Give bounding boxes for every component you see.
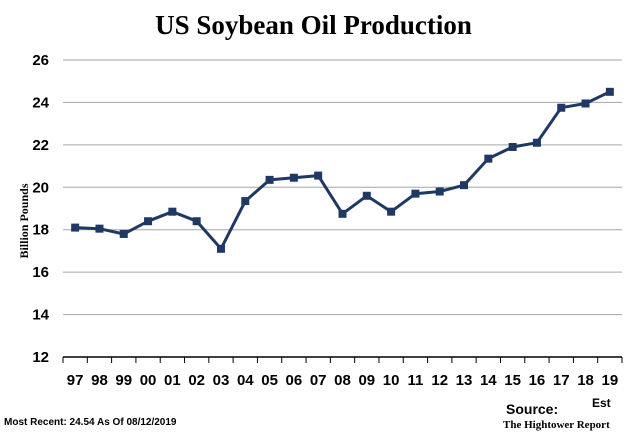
y-tick-label: 24 bbox=[32, 94, 49, 111]
data-point bbox=[95, 224, 104, 233]
data-point bbox=[216, 244, 225, 253]
data-point bbox=[338, 209, 347, 218]
x-tick-label: 04 bbox=[237, 372, 254, 389]
gridlines bbox=[63, 59, 622, 316]
x-axis-note: Est bbox=[592, 396, 611, 410]
x-tick-label: 18 bbox=[577, 372, 594, 389]
x-tick-label: 98 bbox=[91, 372, 108, 389]
data-point bbox=[362, 191, 371, 200]
tick-labels: 12 14 16 18 20 22 24 26 97 98 99 00 01 02 03 04 05 06 07 08… bbox=[32, 52, 618, 389]
x-tick-label: 00 bbox=[140, 372, 157, 389]
data-point bbox=[508, 142, 517, 151]
y-tick-label: 16 bbox=[32, 264, 49, 281]
x-tick-label: 09 bbox=[358, 372, 375, 389]
data-point bbox=[314, 171, 323, 180]
data-point bbox=[168, 207, 177, 216]
data-point bbox=[484, 154, 493, 163]
data-point bbox=[581, 99, 590, 108]
x-tick-label: 12 bbox=[431, 372, 448, 389]
source-label: Source: bbox=[506, 401, 559, 417]
data-point bbox=[119, 229, 128, 238]
x-tick-label: 11 bbox=[407, 372, 423, 389]
data-point bbox=[605, 87, 614, 96]
footnote: Most Recent: 24.54 As Of 08/12/2019 bbox=[4, 417, 177, 428]
x-tick-label: 14 bbox=[480, 372, 497, 389]
x-tick-label: 01 bbox=[164, 372, 181, 389]
x-tick-label: 06 bbox=[286, 372, 303, 389]
y-tick-label: 20 bbox=[32, 179, 49, 196]
x-tick-label: 17 bbox=[553, 372, 570, 389]
data-point bbox=[411, 189, 420, 198]
series bbox=[71, 87, 614, 253]
x-tick-label: 16 bbox=[529, 372, 546, 389]
x-tick-label: 07 bbox=[310, 372, 327, 389]
data-point bbox=[435, 187, 444, 196]
y-tick-label: 22 bbox=[32, 137, 49, 154]
source-name: The Hightower Report bbox=[503, 419, 610, 431]
y-tick-label: 18 bbox=[32, 222, 49, 239]
y-tick-label: 14 bbox=[32, 307, 49, 324]
data-point bbox=[241, 197, 250, 206]
chart-title: US Soybean Oil Production bbox=[155, 10, 472, 40]
data-point bbox=[192, 217, 201, 226]
x-tick-label: 03 bbox=[213, 372, 230, 389]
x-tick-label: 99 bbox=[115, 372, 132, 389]
x-tick-label: 97 bbox=[67, 372, 84, 389]
data-point bbox=[144, 217, 153, 226]
data-point bbox=[460, 181, 469, 190]
x-tick-label: 19 bbox=[602, 372, 619, 389]
axes bbox=[62, 356, 623, 363]
x-tick-label: 08 bbox=[334, 372, 351, 389]
data-point bbox=[289, 173, 298, 182]
x-tick-label: 05 bbox=[261, 372, 278, 389]
x-tick-label: 15 bbox=[504, 372, 521, 389]
x-tick-label: 13 bbox=[456, 372, 473, 389]
data-point bbox=[387, 207, 396, 216]
data-point bbox=[532, 138, 541, 147]
series-line bbox=[75, 90, 611, 251]
data-point bbox=[557, 103, 566, 112]
y-tick-label: 26 bbox=[32, 52, 49, 69]
data-point bbox=[71, 223, 80, 232]
x-tick-label: 02 bbox=[188, 372, 205, 389]
data-point bbox=[265, 175, 274, 184]
x-tick-label: 10 bbox=[383, 372, 400, 389]
y-tick-label: 12 bbox=[32, 349, 49, 366]
